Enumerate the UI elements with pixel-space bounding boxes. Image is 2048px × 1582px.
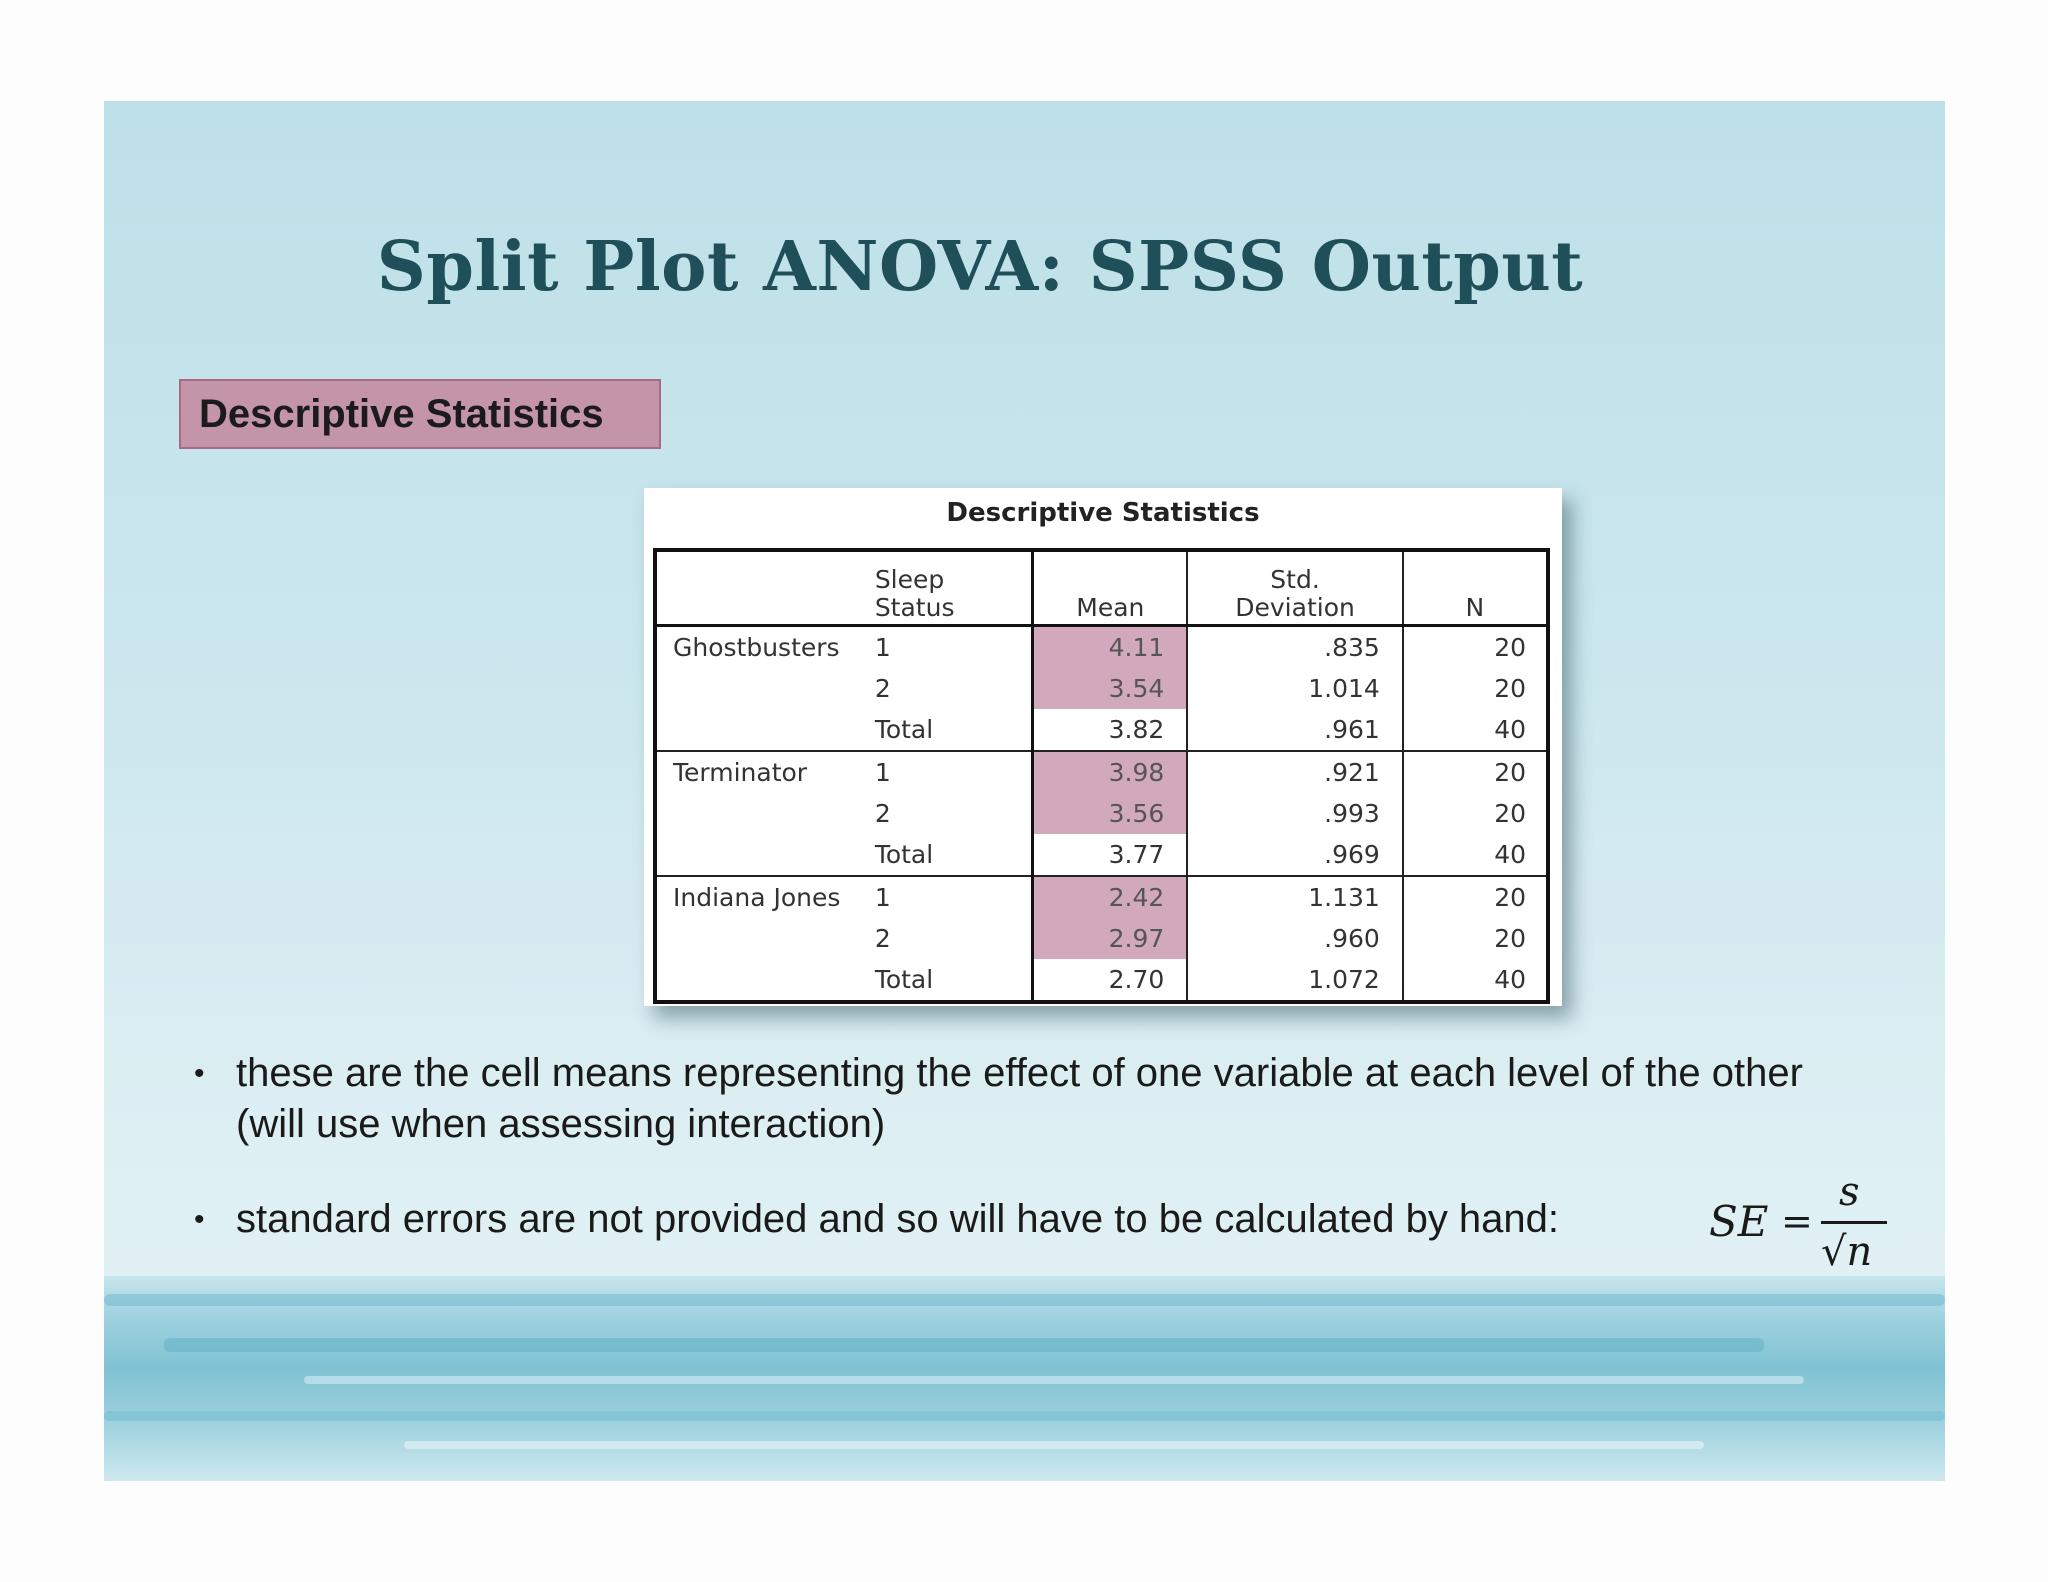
n-cell: 20 <box>1401 876 1548 918</box>
mean-cell-highlighted: 2.42 <box>1031 876 1188 918</box>
mean-cell-highlighted: 4.11 <box>1031 625 1188 668</box>
bullet-dot: • <box>194 1057 205 1090</box>
header-std-deviation: Std. Deviation <box>1186 550 1403 627</box>
std-cell: .993 <box>1186 793 1403 834</box>
header-std-line1: Std. <box>1270 565 1320 594</box>
std-cell: .960 <box>1186 918 1403 959</box>
level-cell: Total <box>874 834 1033 877</box>
header-sleep-status: Sleep Status <box>874 550 1033 627</box>
formula-lhs: SE <box>1709 1197 1769 1246</box>
table-row: Indiana Jones 1 2.42 1.131 20 <box>655 876 1548 918</box>
formula-equals: = <box>1781 1199 1813 1243</box>
fraction-bar <box>1821 1221 1887 1224</box>
level-cell: 1 <box>874 758 891 787</box>
formula-numerator: s <box>1839 1169 1860 1215</box>
level-cell: 2 <box>874 924 891 953</box>
level-cell: 1 <box>874 883 891 912</box>
n-cell: 20 <box>1401 668 1548 709</box>
mean-cell-highlighted: 3.54 <box>1031 668 1188 709</box>
bullet-text: these are the cell means representing th… <box>236 1051 1803 1146</box>
table-row: Total 3.82 .961 40 <box>655 709 1548 752</box>
n-cell: 40 <box>1401 709 1548 752</box>
mean-cell-highlighted: 3.56 <box>1031 793 1188 834</box>
std-cell: 1.072 <box>1186 959 1403 1002</box>
table-title: Descriptive Statistics <box>946 498 1260 528</box>
table-row: Ghostbusters 1 4.11 .835 20 <box>655 625 1548 668</box>
table-row: Terminator 1 3.98 .921 20 <box>655 751 1548 793</box>
table-header-row: Sleep Status Mean Std. Deviation N <box>655 550 1548 627</box>
group-name: Terminator <box>673 758 808 787</box>
table-row: 2 3.56 .993 20 <box>655 793 1548 834</box>
group-name: Ghostbusters <box>673 633 840 662</box>
sea-decoration <box>104 1276 1945 1481</box>
table-row: 2 3.54 1.014 20 <box>655 668 1548 709</box>
formula-n: n <box>1846 1229 1873 1275</box>
table-row: 2 2.97 .960 20 <box>655 918 1548 959</box>
group-name: Indiana Jones <box>673 883 841 912</box>
n-cell: 20 <box>1401 751 1548 793</box>
level-cell: 1 <box>874 633 891 662</box>
mean-cell: 3.82 <box>1031 709 1188 752</box>
header-n: N <box>1401 550 1548 627</box>
mean-cell-highlighted: 3.98 <box>1031 751 1188 793</box>
level-cell: Total <box>874 965 934 994</box>
std-cell: .961 <box>1186 709 1403 752</box>
header-group <box>655 550 875 627</box>
std-cell: 1.131 <box>1186 876 1403 918</box>
table-row: Total 2.70 1.072 40 <box>655 959 1548 1002</box>
header-std-line2: Deviation <box>1235 593 1355 622</box>
section-label: Descriptive Statistics <box>179 379 661 449</box>
bullet-text: standard errors are not provided and so … <box>236 1197 1560 1241</box>
spss-output-table: Descriptive Statistics Sleep Status Mean… <box>644 488 1562 1006</box>
bullet-dot: • <box>194 1203 205 1236</box>
n-cell: 20 <box>1401 918 1548 959</box>
n-cell: 40 <box>1401 834 1548 877</box>
std-cell: 1.014 <box>1186 668 1403 709</box>
standard-error-formula: SE = s √n <box>1709 1169 1909 1279</box>
mean-cell: 2.70 <box>1031 959 1188 1002</box>
mean-cell-highlighted: 2.97 <box>1031 918 1188 959</box>
std-cell: .835 <box>1186 625 1403 668</box>
radical-sign: √ <box>1821 1229 1847 1275</box>
mean-cell: 3.77 <box>1031 834 1188 877</box>
table-row: Total 3.77 .969 40 <box>655 834 1548 877</box>
descriptive-statistics-table: Sleep Status Mean Std. Deviation N Ghost… <box>653 548 1550 1004</box>
slide-title: Split Plot ANOVA: SPSS Output <box>376 227 1584 307</box>
formula-denominator: √n <box>1821 1229 1872 1275</box>
header-mean: Mean <box>1031 550 1188 627</box>
n-cell: 20 <box>1401 793 1548 834</box>
level-cell: 2 <box>874 674 891 703</box>
level-cell: 2 <box>874 799 891 828</box>
n-cell: 20 <box>1401 625 1548 668</box>
level-cell: Total <box>874 709 1033 752</box>
std-cell: .921 <box>1186 751 1403 793</box>
slide: Split Plot ANOVA: SPSS Output Descriptiv… <box>104 101 1945 1481</box>
std-cell: .969 <box>1186 834 1403 877</box>
n-cell: 40 <box>1401 959 1548 1002</box>
